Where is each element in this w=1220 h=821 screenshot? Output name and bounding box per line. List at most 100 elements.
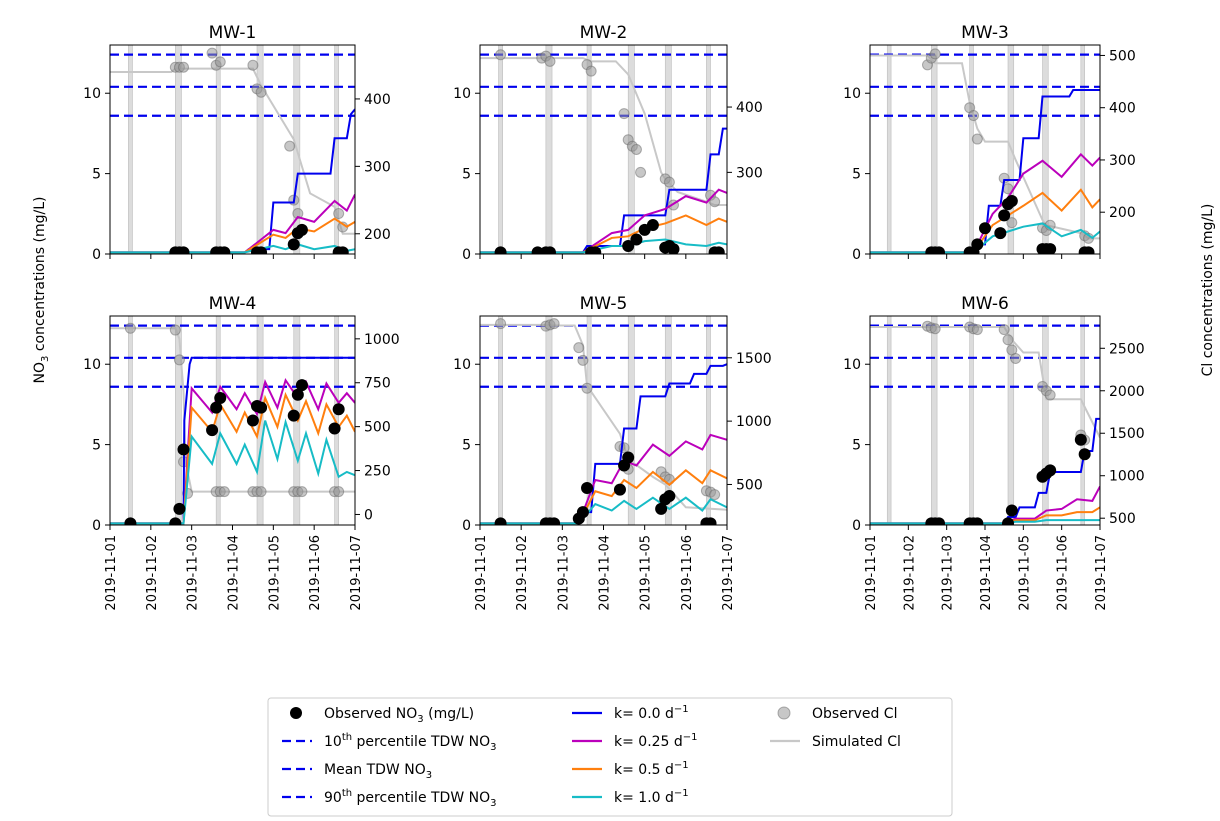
y-axis-label-left: NO3 concentrations (mg/L) bbox=[32, 197, 51, 384]
y2-tick-label: 500 bbox=[364, 420, 391, 436]
y2-tick-label: 1000 bbox=[1109, 469, 1145, 485]
observed-cl-point bbox=[929, 48, 941, 60]
x-tick-label: 2019-11-03 bbox=[556, 535, 571, 611]
observed-no3-point bbox=[581, 482, 594, 495]
shaded-window bbox=[931, 45, 938, 254]
x-tick-label: 2019-11-03 bbox=[941, 535, 956, 611]
shaded-window bbox=[1007, 316, 1015, 525]
panel-frame bbox=[869, 315, 1101, 526]
panels: MW-1 0 5 10 200 300 400 MW-2 0 5 10 300 400 MW-3 0 5 10 2… bbox=[83, 23, 1144, 611]
legend-label: 90th percentile TDW NO3 bbox=[324, 788, 497, 809]
observed-no3-point bbox=[548, 517, 561, 525]
y2-tick-label: 500 bbox=[1109, 511, 1136, 527]
observed-no3-point bbox=[971, 238, 984, 251]
simulated-cl-line bbox=[480, 57, 727, 207]
observed-no3-point bbox=[214, 391, 227, 404]
observed-cl-point bbox=[544, 55, 556, 67]
y-tick-label: 0 bbox=[852, 518, 861, 534]
observed-no3-point bbox=[494, 246, 507, 254]
observed-cl-point bbox=[585, 65, 597, 77]
shaded-window bbox=[586, 45, 592, 254]
observed-no3-point bbox=[589, 246, 602, 254]
panel-2: MW-2 0 5 10 300 400 bbox=[453, 23, 763, 263]
y-tick-label: 10 bbox=[83, 86, 101, 102]
shaded-window bbox=[175, 45, 182, 254]
y2-tick-label: 0 bbox=[364, 507, 373, 523]
observed-no3-point bbox=[1078, 448, 1091, 461]
observed-no3-point bbox=[287, 238, 300, 251]
observed-no3-point bbox=[622, 451, 635, 464]
y2-tick-label: 500 bbox=[1109, 48, 1136, 64]
observed-no3-point bbox=[291, 388, 304, 401]
x-tick-label: 2019-11-05 bbox=[639, 535, 654, 611]
observed-no3-point bbox=[1005, 504, 1018, 517]
shaded-window bbox=[1080, 316, 1085, 525]
x-tick-label: 2019-11-06 bbox=[1056, 535, 1071, 611]
legend-label: Simulated Cl bbox=[812, 734, 901, 750]
series-k1 bbox=[110, 243, 355, 254]
y-tick-label: 10 bbox=[453, 357, 471, 373]
observed-no3-point bbox=[255, 246, 268, 254]
shaded-window bbox=[498, 316, 503, 525]
series-k05 bbox=[110, 391, 355, 525]
panel-frame bbox=[479, 44, 728, 255]
observed-no3-point bbox=[210, 401, 223, 414]
observed-no3-point bbox=[933, 517, 945, 525]
shaded-window bbox=[215, 45, 221, 254]
panel-title: MW-3 bbox=[961, 23, 1009, 43]
x-tick-label: 2019-11-06 bbox=[308, 535, 323, 611]
observed-cl-point bbox=[247, 59, 259, 71]
y2-tick-label: 300 bbox=[736, 165, 763, 181]
series-k0 bbox=[480, 127, 727, 254]
x-tick-label: 2019-11-07 bbox=[721, 535, 736, 611]
observed-no3-point bbox=[712, 246, 725, 254]
shaded-window bbox=[706, 45, 711, 254]
y-tick-label: 0 bbox=[462, 518, 471, 534]
y2-tick-label: 1500 bbox=[1109, 426, 1145, 442]
y2-tick-label: 300 bbox=[364, 159, 391, 175]
series-k0 bbox=[870, 417, 1100, 525]
y2-tick-label: 2000 bbox=[1109, 384, 1145, 400]
observed-cl-point bbox=[284, 140, 296, 152]
observed-no3-point bbox=[998, 209, 1011, 222]
series-k1 bbox=[480, 496, 727, 525]
observed-cl-point bbox=[573, 342, 585, 354]
observed-no3-point bbox=[206, 424, 219, 437]
observed-no3-point bbox=[667, 243, 680, 254]
y-tick-label: 5 bbox=[462, 438, 471, 454]
legend-label: k= 0.5 d−1 bbox=[614, 760, 689, 778]
observed-no3-point bbox=[1002, 517, 1014, 525]
observed-cl-point bbox=[1044, 389, 1056, 401]
observed-cl-point bbox=[663, 176, 675, 188]
x-tick-label: 2019-11-06 bbox=[680, 535, 695, 611]
observed-cl-point bbox=[178, 61, 189, 73]
observed-no3-point bbox=[576, 506, 589, 519]
y-tick-label: 0 bbox=[462, 247, 471, 263]
simulated-cl-line bbox=[870, 326, 1100, 438]
x-tick-label: 2019-11-01 bbox=[474, 535, 489, 611]
series-k0 bbox=[110, 108, 355, 254]
observed-no3-point bbox=[246, 414, 259, 427]
observed-cl-point bbox=[214, 56, 226, 68]
observed-no3-point bbox=[169, 517, 182, 525]
observed-cl-point bbox=[998, 324, 1010, 336]
observed-no3-point bbox=[630, 233, 643, 246]
x-tick-label: 2019-11-04 bbox=[598, 535, 613, 611]
y2-tick-label: 2500 bbox=[1109, 341, 1145, 357]
y2-tick-label: 1000 bbox=[364, 332, 400, 348]
panel-6: MW-6 0 5 10 500 1000 1500 2000 2500 2019-11-01 201… bbox=[843, 294, 1144, 611]
y2-tick-label: 200 bbox=[364, 227, 391, 243]
y-tick-label: 5 bbox=[852, 167, 861, 183]
observed-cl-point bbox=[495, 318, 507, 330]
observed-cl-point bbox=[173, 354, 185, 366]
observed-cl-point bbox=[218, 486, 230, 498]
legend-label: k= 1.0 d−1 bbox=[614, 788, 689, 806]
legend-label: Observed NO3 (mg/L) bbox=[324, 706, 474, 725]
legend-label: k= 0.0 d−1 bbox=[614, 704, 689, 722]
observed-cl-point bbox=[630, 144, 642, 155]
legend-frame bbox=[267, 697, 953, 817]
shaded-window bbox=[545, 316, 553, 525]
observed-no3-point bbox=[218, 246, 231, 254]
observed-no3-point bbox=[613, 483, 626, 496]
